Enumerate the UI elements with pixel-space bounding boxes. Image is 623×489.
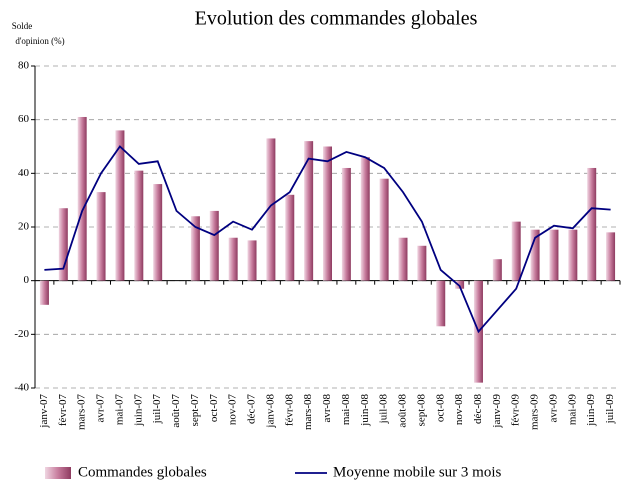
legend-label: Commandes globales [78, 464, 207, 480]
x-tick-label: mars-09 [529, 394, 541, 431]
x-tick-label: juil-08 [378, 394, 390, 425]
bar [209, 210, 219, 281]
bar [360, 157, 370, 281]
y-tick-label: 60 [18, 113, 30, 125]
y-tick-label: 20 [18, 221, 30, 233]
x-tick-label: juin-07 [132, 394, 144, 427]
y-axis-label: Solde [12, 21, 33, 31]
x-tick-label: juin-08 [359, 394, 371, 427]
bar [511, 221, 521, 281]
bar [228, 237, 238, 281]
bar [568, 229, 578, 281]
line [44, 145, 611, 334]
y-axis-label: d'opinion (%) [15, 36, 64, 46]
x-tick-label: avr-09 [547, 394, 559, 423]
bar [323, 146, 332, 281]
bar [153, 184, 163, 281]
bar [379, 178, 389, 281]
x-tick-label: janv-07 [38, 394, 50, 429]
x-tick-label: mai-07 [113, 394, 125, 426]
x-tick-label: févr-08 [283, 394, 295, 427]
x-tick-label: déc-08 [472, 394, 484, 424]
bar [39, 280, 49, 305]
x-tick-label: mars-07 [76, 394, 88, 431]
bar [190, 216, 200, 281]
bar [247, 240, 257, 281]
y-tick-label: -40 [14, 382, 29, 394]
x-tick-label: août-08 [397, 394, 409, 428]
bar [587, 167, 597, 281]
bar [77, 116, 87, 281]
x-tick-label: oct-07 [208, 394, 220, 423]
x-tick-label: mai-08 [340, 394, 352, 426]
bar [285, 194, 295, 281]
y-tick-label: 0 [24, 274, 30, 286]
x-tick-label: nov-08 [453, 394, 465, 426]
y-tick-label: -20 [14, 328, 29, 340]
x-tick-label: mars-08 [302, 394, 314, 431]
x-tick-label: avr-07 [95, 394, 107, 423]
x-tick-label: sept-08 [415, 394, 427, 427]
x-tick-label: nov-07 [227, 394, 239, 426]
x-tick-label: déc-07 [246, 394, 258, 424]
chart-title: Evolution des commandes globales [195, 8, 478, 30]
bar [398, 237, 408, 281]
legend-swatch [45, 467, 71, 479]
y-tick-label: 80 [18, 60, 30, 72]
x-tick-label: juil-07 [151, 394, 163, 425]
bar [115, 130, 125, 281]
bar [455, 280, 465, 289]
x-tick-label: oct-08 [434, 394, 446, 423]
x-tick-label: juil-09 [604, 394, 616, 425]
bar [606, 232, 616, 281]
bar [304, 141, 314, 281]
x-tick-label: juin-09 [585, 394, 597, 427]
x-tick-label: sept-07 [189, 394, 201, 427]
x-tick-label: janv-08 [264, 394, 276, 429]
x-tick-label: févr-07 [57, 394, 69, 427]
x-tick-label: août-07 [170, 394, 182, 428]
y-tick-label: 40 [18, 167, 30, 179]
bar [492, 259, 502, 281]
bar [530, 229, 540, 281]
x-tick-label: janv-09 [491, 394, 503, 429]
bar [96, 192, 106, 281]
x-tick-label: avr-08 [321, 394, 333, 423]
bar [134, 170, 144, 281]
bar [58, 208, 68, 281]
bar [266, 138, 276, 281]
bar [341, 167, 351, 281]
bar [549, 229, 559, 281]
x-tick-label: févr-09 [510, 394, 522, 427]
legend-label: Moyenne mobile sur 3 mois [333, 464, 501, 480]
x-tick-label: mai-09 [566, 394, 578, 426]
bar [436, 280, 446, 327]
bar [417, 245, 427, 281]
